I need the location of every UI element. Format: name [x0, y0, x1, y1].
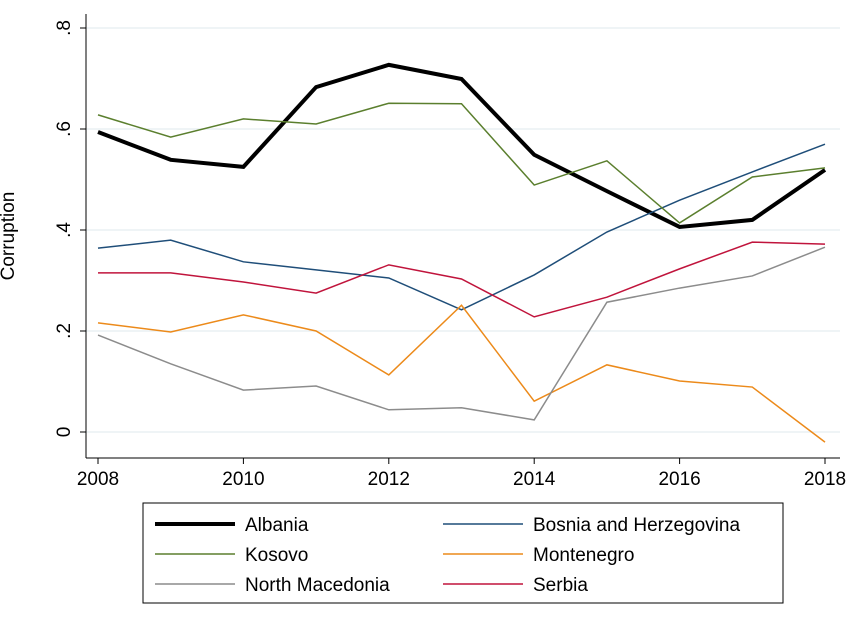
ticks: 0 .2 .4 .6 .8 2008 2010 2012 2014 2016 2018	[54, 20, 846, 490]
x-tick-label: 2010	[222, 469, 264, 490]
series-lines	[97, 62, 827, 443]
legend-label: Albania	[245, 515, 309, 536]
legend-label: Kosovo	[245, 545, 308, 566]
legend-label: Bosnia and Herzegovina	[533, 515, 740, 536]
legend-label: North Macedonia	[245, 575, 390, 596]
y-tick-label: .2	[54, 323, 75, 339]
series-line-albania	[97, 62, 827, 230]
y-tick-label: .6	[54, 121, 75, 137]
x-tick-label: 2012	[368, 469, 410, 490]
series-line-bosnia-and-herzegovina	[97, 143, 826, 311]
x-tick-label: 2016	[658, 469, 700, 490]
legend: Albania Bosnia and Herzegovina Kosovo Monte…	[142, 502, 784, 604]
series-line-kosovo	[97, 102, 826, 224]
x-tick-label: 2014	[513, 469, 556, 490]
series-line-serbia	[98, 241, 826, 318]
legend-label: Montenegro	[533, 545, 634, 566]
x-tick-label: 2018	[804, 469, 846, 490]
y-tick-label: .8	[54, 20, 75, 36]
y-tick-label: .4	[54, 222, 75, 238]
y-tick-label: 0	[54, 427, 75, 438]
series-line-montenegro	[97, 304, 826, 443]
series-line-north-macedonia	[97, 246, 826, 421]
gridlines	[86, 27, 840, 433]
legend-label: Serbia	[533, 575, 588, 596]
legend-box	[142, 502, 784, 604]
x-tick-label: 2008	[77, 469, 119, 490]
axes	[85, 14, 840, 459]
y-axis-label: Corruption	[0, 192, 19, 281]
